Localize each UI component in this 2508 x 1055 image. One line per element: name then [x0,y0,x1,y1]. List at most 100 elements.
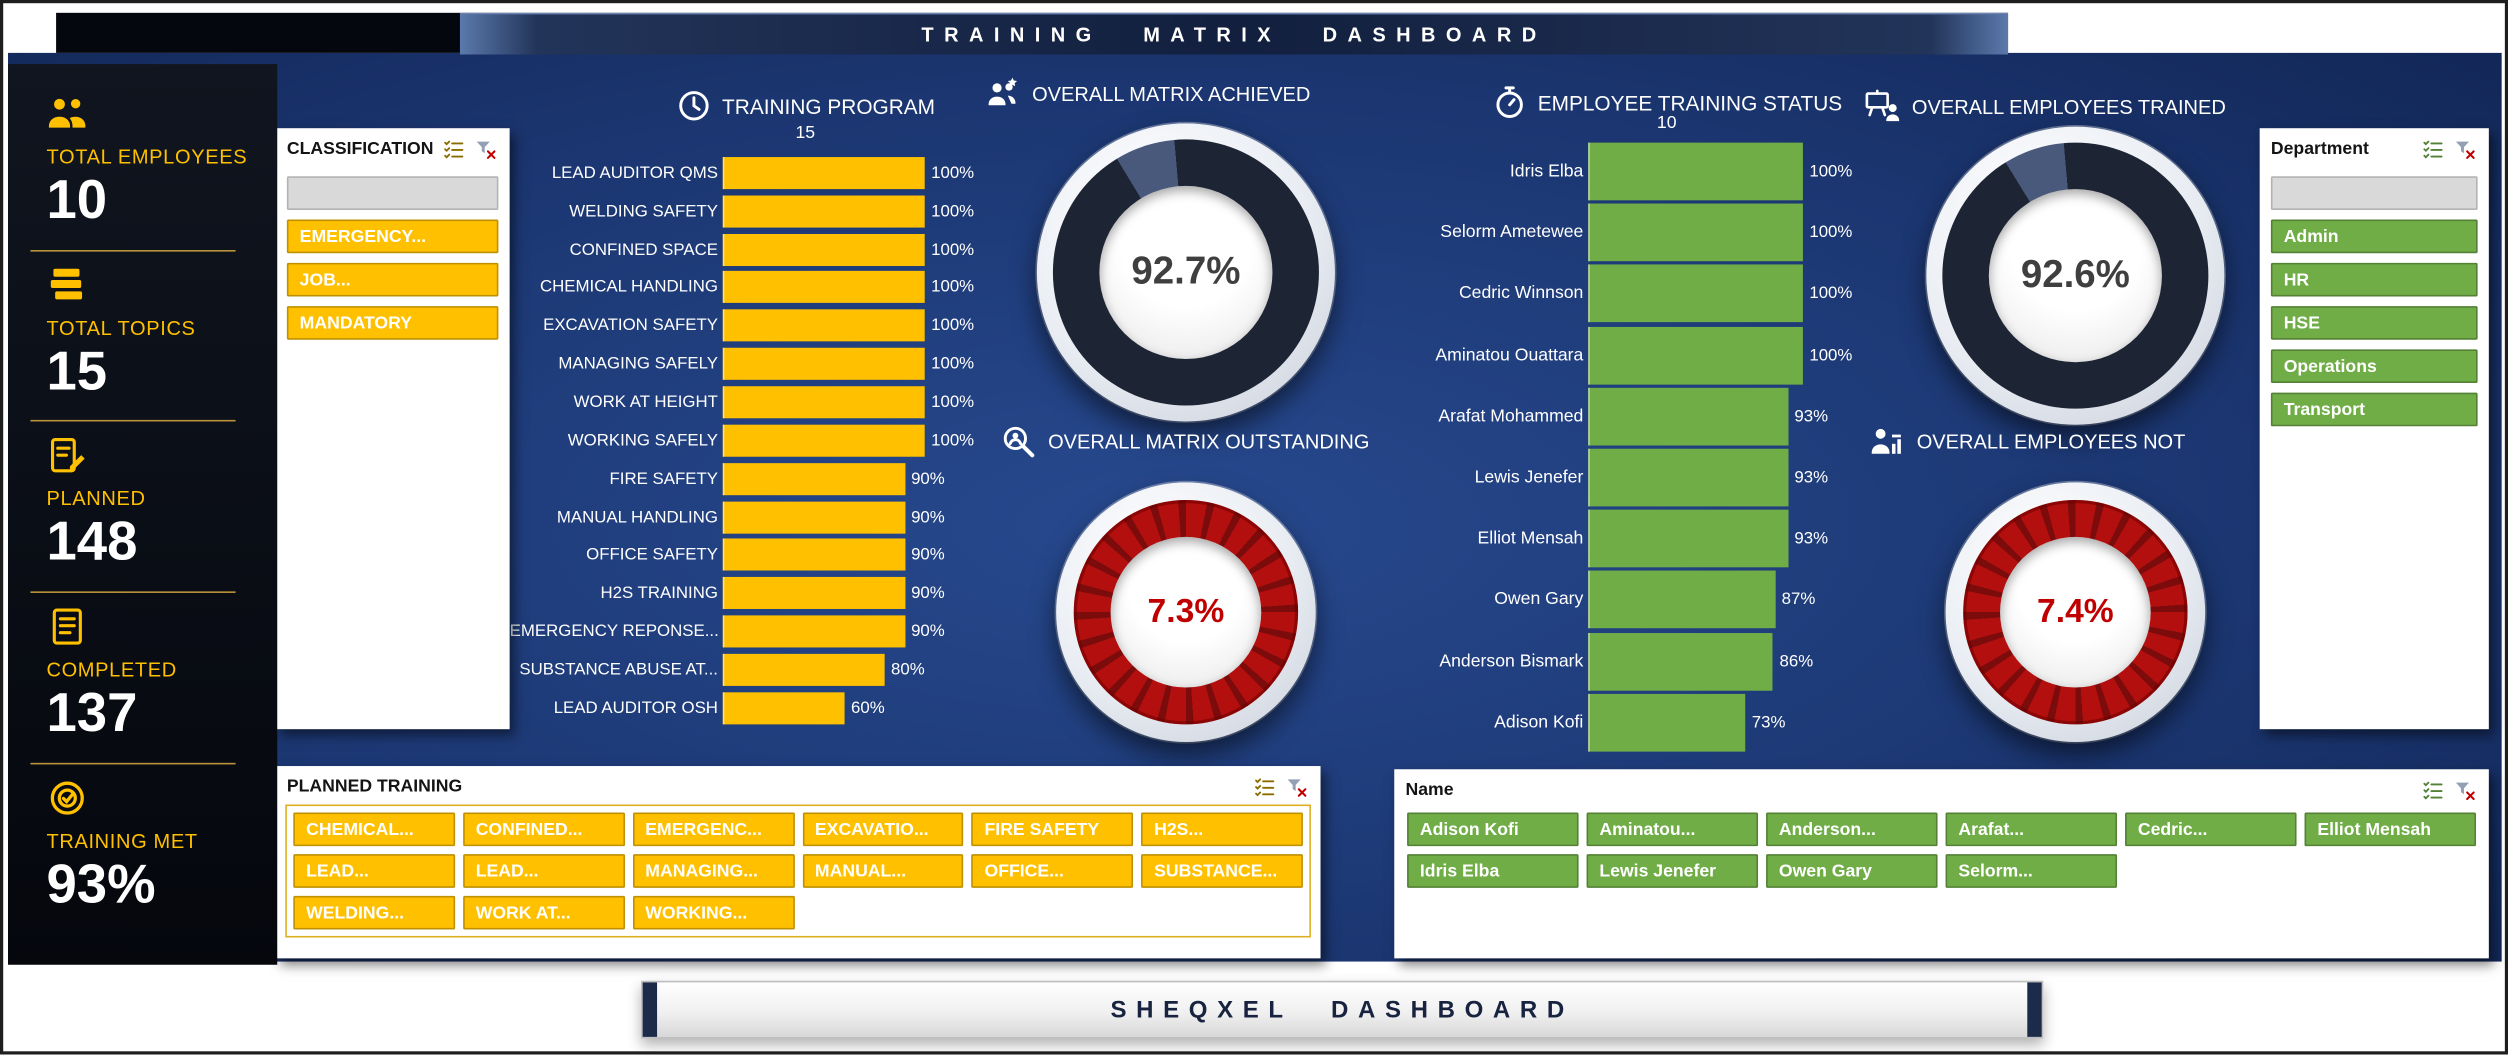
bar-label: EXCAVATION SAFETY [543,316,718,336]
slicer-item[interactable]: EMERGENC... [632,812,795,847]
bar-row: CONFINED SPACE 100% [510,230,975,268]
slicer-item[interactable]: Anderson... [1766,812,1938,847]
slicer-item[interactable]: Arafat... [1945,812,2118,847]
bar-row: OFFICE SAFETY 90% [510,536,975,574]
slicer-item-blank[interactable] [286,176,499,210]
slicer-header: CLASSIFICATION [276,128,510,165]
books-icon [46,264,88,306]
slicer-item[interactable]: Operations [2270,349,2478,384]
matrix-achieved-gauge: 92.7% [1036,123,1335,422]
slicer-item[interactable]: EMERGENCY... [286,219,499,254]
sidebar: TOTAL EMPLOYEES 10 TOTAL TOPICS 15 PLANNED 14… [8,64,278,965]
matrix-achieved-title-text: OVERALL MATRIX ACHIEVED [1032,82,1311,105]
clear-filter-button[interactable] [471,136,498,162]
bar [722,691,845,724]
slicer-item-blank[interactable] [2270,176,2478,210]
slicer-item[interactable]: EXCAVATIO... [802,812,964,847]
employees-not-title: OVERALL EMPLOYEES NOT [1869,423,2186,460]
employee-status-title: EMPLOYEE TRAINING STATUS [1462,85,1872,120]
gauge-plate: 92.6% [1926,126,2225,425]
multiselect-button[interactable] [439,136,466,162]
stat-label: TRAINING MET [46,829,198,853]
slicer-item[interactable]: MANUAL... [802,854,964,888]
matrix-achieved-title: OVERALL MATRIX ACHIEVED [984,75,1310,112]
clear-filter-button[interactable] [2450,777,2477,803]
employee-status-title-text: EMPLOYEE TRAINING STATUS [1537,90,1843,115]
stat-divider [30,420,236,423]
slicer-item[interactable]: LEAD... [293,854,455,888]
bar-label: Adison Kofi [1494,712,1584,733]
slicer-item[interactable]: MANDATORY [286,306,499,340]
slicer-item[interactable]: LEAD... [462,854,625,888]
slicer-item[interactable]: OFFICE... [971,854,1134,888]
bar-label: Anderson Bismark [1439,651,1584,671]
bar-row: Adison Kofi 73% [1407,692,1852,753]
bar-row: Cedric Winnson 100% [1407,263,1852,324]
slicer-item[interactable]: Idris Elba [1407,854,1579,888]
slicer-item[interactable]: WELDING... [293,895,455,930]
sidebar-stat: TOTAL EMPLOYEES 10 [8,80,277,230]
clear-filter-button[interactable] [2450,136,2477,162]
slicer-item[interactable]: CHEMICAL... [293,812,455,847]
gauge-plate: 92.7% [1036,123,1335,422]
slicer-item[interactable]: CONFINED... [462,812,625,847]
slicer-item[interactable]: Adison Kofi [1407,812,1579,847]
matrix-outstanding-value: 7.3% [1147,592,1225,630]
name-slicer-title: Name [1405,780,1454,800]
employees-trained-title: OVERALL EMPLOYEES TRAINED [1864,88,2226,125]
slicer-item[interactable]: WORK AT... [462,895,625,930]
gauge-center: 92.6% [1988,189,2162,363]
bar [1588,142,1803,201]
slicer-item[interactable]: FIRE SAFETY [971,812,1134,847]
classification-slicer-title: CLASSIFICATION [286,139,434,159]
stat-value: 15 [46,340,108,402]
slicer-item[interactable]: Selorm... [1945,854,2118,888]
stat-value: 93% [46,853,156,915]
department-items: Admin HR HSE Operations Transport [2260,165,2489,437]
bar-value: 100% [931,392,975,412]
slicer-item[interactable]: Aminatou... [1586,812,1759,847]
multiselect-button[interactable] [1250,774,1277,800]
bar-value: 100% [931,239,975,259]
slicer-item[interactable]: Owen Gary [1766,854,1938,888]
footer-banner: SHEQXEL DASHBOARD [641,980,2044,1039]
multiselect-icon [2421,779,2443,801]
stopwatch-icon [1491,85,1526,120]
slicer-item[interactable]: MANAGING... [632,854,795,888]
slicer-item[interactable]: Lewis Jenefer [1586,854,1759,888]
gauge-ring: 7.4% [1963,500,2188,725]
matrix-outstanding-gauge: 7.3% [1056,482,1316,743]
people-star-icon [984,75,1021,112]
multiselect-button[interactable] [2418,136,2445,162]
top-bar: TRAINING MATRIX DASHBOARD [56,12,2009,55]
clear-filter-button[interactable] [1282,774,1309,800]
gauge-plate: 7.4% [1945,482,2206,743]
slicer-item[interactable]: Transport [2270,392,2478,427]
bar [722,577,905,610]
gauge-center: 7.4% [2000,536,2151,688]
completed-icon [46,606,88,648]
slicer-item[interactable]: H2S... [1141,812,1303,847]
slicer-item[interactable]: SUBSTANCE... [1141,854,1303,888]
slicer-item[interactable]: Admin [2270,219,2478,254]
employees-not-title-text: OVERALL EMPLOYEES NOT [1916,430,2186,453]
slicer-item[interactable]: JOB... [286,262,499,297]
slicer-header: Name [1394,769,2489,806]
multiselect-button[interactable] [2418,777,2445,803]
planned-training-items: CHEMICAL... CONFINED... EMERGENC... EXCAVAT… [287,806,1309,936]
bar-label: Aminatou Ouattara [1435,345,1584,365]
slicer-item[interactable]: Elliot Mensah [2304,812,2477,847]
stat-divider [30,762,236,765]
bar-row: FIRE SAFETY 90% [510,460,975,498]
bar-value: 90% [911,621,945,642]
slicer-item[interactable]: HSE [2270,306,2478,340]
clear-filter-icon [2453,779,2475,801]
slicer-item[interactable]: Cedric... [2125,812,2297,847]
bar-row: Aminatou Ouattara 100% [1407,325,1852,386]
employees-trained-title-text: OVERALL EMPLOYEES TRAINED [1911,95,2226,118]
bar-row: Arafat Mohammed 93% [1407,386,1852,447]
bar-value: 90% [911,469,945,489]
slicer-item[interactable]: WORKING... [632,895,795,930]
training-program-title-text: TRAINING PROGRAM [722,93,936,118]
slicer-item[interactable]: HR [2270,262,2478,297]
